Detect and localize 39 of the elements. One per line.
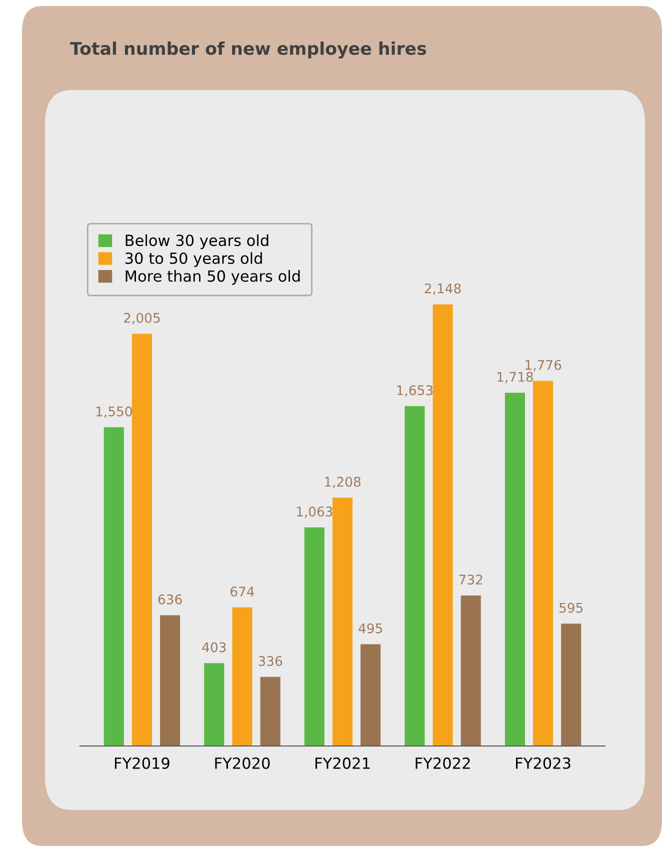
bar (360, 644, 381, 746)
data-label: 336 (258, 656, 282, 666)
bar (160, 615, 180, 746)
data-label: 674 (230, 586, 254, 597)
bar (404, 406, 425, 746)
data-label: 1,550 (96, 406, 132, 418)
x-tick-label: FY2022 (416, 757, 470, 769)
x-tick-label: FY2023 (516, 757, 570, 769)
x-tick-label: FY2019 (114, 757, 170, 769)
bar (232, 607, 252, 746)
data-label: 1,208 (325, 476, 360, 488)
bar (132, 334, 152, 746)
x-tick-label: FY2021 (316, 757, 370, 769)
data-label: 1,776 (526, 360, 562, 372)
bar (533, 380, 554, 746)
bar (104, 427, 124, 746)
data-label: 1,718 (498, 372, 533, 384)
data-label: 1,063 (296, 506, 332, 518)
legend-label: More than 50 years old (126, 270, 300, 285)
data-label: 2,005 (124, 312, 160, 324)
bar (561, 624, 582, 746)
data-label: 1,653 (397, 385, 433, 397)
legend-label: 30 to 50 years old (125, 252, 262, 267)
data-label: 403 (202, 642, 226, 652)
bar (432, 304, 453, 746)
data-label: 732 (459, 574, 482, 585)
bar (504, 392, 525, 746)
bar (204, 663, 224, 746)
x-tick-label: FY2020 (215, 757, 270, 769)
bar (260, 676, 280, 746)
legend-label: Below 30 years old (126, 234, 268, 250)
bar (460, 595, 481, 746)
bar (304, 527, 324, 746)
data-label: 495 (358, 623, 382, 634)
data-label: 636 (158, 594, 182, 604)
data-label: 595 (560, 602, 583, 613)
data-label: 2,148 (424, 283, 461, 295)
chart-title: Total number of new employee hires (70, 42, 426, 58)
bar (332, 498, 353, 746)
